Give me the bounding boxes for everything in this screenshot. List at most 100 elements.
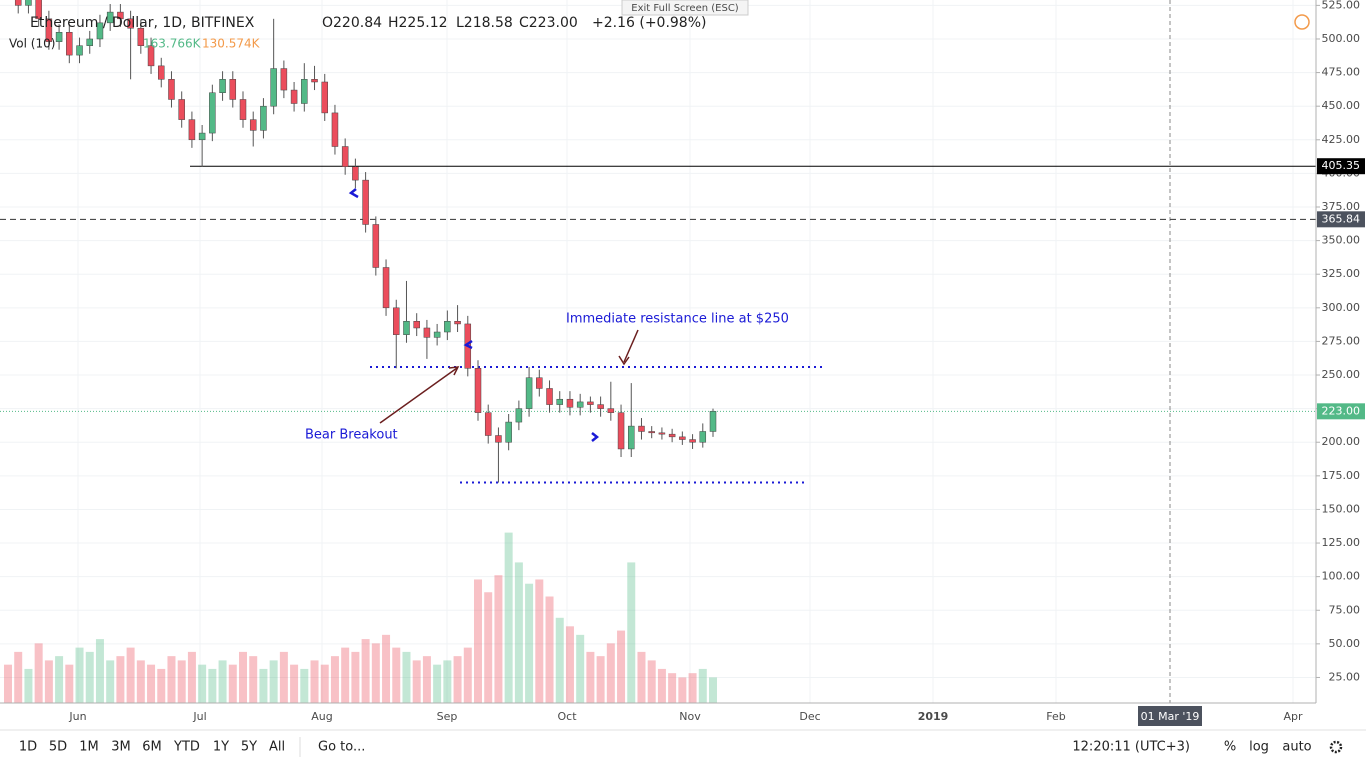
volume-bar [709, 677, 717, 703]
volume-bar [4, 664, 12, 703]
volume-bar [596, 656, 605, 703]
candle-body [106, 11, 114, 24]
log-toggle[interactable]: log [1249, 740, 1269, 755]
candle-body [147, 45, 155, 67]
volume-bar [545, 596, 554, 703]
volume-bar [147, 664, 156, 703]
candle-body [617, 412, 625, 450]
y-tick-label: 275.00 [1322, 334, 1361, 347]
y-tick-label: 175.00 [1322, 469, 1361, 482]
clock: 12:20:11 (UTC+3) [1072, 740, 1190, 755]
candle-body [301, 79, 308, 104]
x-tick-label: Sep [437, 710, 458, 723]
candle-body [311, 79, 318, 83]
marker-arrow [591, 432, 600, 442]
ohlc-low: L218.58 [456, 15, 513, 31]
candle-body [239, 99, 247, 120]
range-button[interactable]: 1Y [213, 740, 229, 755]
candle-body [668, 433, 676, 438]
candle-body [25, 0, 32, 6]
y-tick-label: 150.00 [1322, 502, 1361, 515]
range-button[interactable]: 5D [49, 740, 67, 755]
x-tick-label: Aug [311, 710, 332, 723]
candle-body [55, 32, 63, 42]
candle-body [474, 368, 482, 413]
auto-toggle[interactable]: auto [1282, 740, 1311, 755]
candle-body [117, 11, 124, 20]
ohlc-open: O220.84 [322, 15, 382, 31]
volume-bar [627, 562, 636, 703]
exit-fullscreen[interactable]: Exit Full Screen (ESC) [631, 3, 739, 14]
candle-body [280, 68, 288, 91]
volume-bar [657, 668, 666, 703]
marker-arrow [463, 339, 473, 350]
x-tick-label: Apr [1283, 710, 1303, 723]
volume-bar [136, 660, 145, 703]
range-button[interactable]: 1M [79, 740, 99, 755]
range-button[interactable]: 6M [142, 740, 162, 755]
volume-bar [412, 660, 421, 703]
range-button[interactable]: All [269, 740, 285, 755]
volume-bar [330, 656, 339, 703]
volume-ma: 130.574K [202, 37, 261, 51]
candle-body [127, 18, 134, 29]
volume-bar [157, 668, 166, 703]
volume-value: 163.766K [143, 37, 202, 51]
alert-icon[interactable] [1294, 14, 1310, 30]
candle-body [137, 27, 145, 46]
volume-bar [44, 660, 53, 703]
percent-toggle[interactable]: % [1224, 740, 1236, 755]
candle-body [45, 18, 53, 42]
candle-body [495, 435, 502, 443]
candle-body [260, 105, 267, 131]
candle-body [658, 432, 666, 435]
candle-body [403, 321, 410, 335]
price-label-box [1317, 158, 1365, 175]
candle-body [433, 331, 441, 338]
volume-bar [177, 660, 186, 703]
y-tick-label: 75.00 [1329, 603, 1361, 616]
volume-bar [14, 651, 23, 703]
candle-body [86, 38, 93, 46]
candle-body [382, 267, 390, 309]
x-tick-label: 01 Mar '19 [1141, 710, 1200, 723]
volume-bar [392, 647, 401, 703]
volume-bar [576, 634, 585, 703]
settings-icon[interactable] [1329, 740, 1343, 754]
y-tick-label: 250.00 [1322, 368, 1361, 381]
range-button[interactable]: 5Y [241, 740, 257, 755]
candle-body [525, 377, 533, 409]
candle-body [331, 112, 339, 147]
volume-bar [484, 592, 493, 703]
candle-body [352, 166, 359, 181]
price-label: 223.00 [1322, 404, 1361, 417]
volume-bar [504, 532, 513, 703]
volume-bar [320, 664, 329, 703]
exit-fullscreen-button[interactable] [621, 0, 749, 16]
x-tick-label: Dec [799, 710, 820, 723]
price-label-box [1317, 211, 1365, 228]
candle-body [556, 398, 563, 405]
range-button[interactable]: 3M [111, 740, 131, 755]
y-tick-label: 350.00 [1322, 234, 1361, 247]
range-button[interactable]: YTD [173, 740, 200, 755]
candle-body [209, 92, 216, 134]
goto-button[interactable]: Go to... [318, 740, 365, 755]
volume-bar [198, 664, 207, 703]
candle-body [66, 32, 73, 56]
candle-body [638, 425, 645, 432]
candle-body [158, 65, 165, 80]
volume-bar [351, 651, 360, 703]
volume-bar [269, 660, 278, 703]
candle-body [35, 0, 42, 20]
volume-bar [24, 668, 33, 703]
candle-body [14, 0, 22, 6]
y-tick-label: 200.00 [1322, 435, 1361, 448]
range-button[interactable]: 1D [19, 740, 37, 755]
candle-body [290, 89, 298, 104]
y-tick-label: 100.00 [1322, 570, 1361, 583]
volume-bar [208, 668, 217, 703]
x-tick-label: Feb [1046, 710, 1065, 723]
volume-bar [535, 579, 544, 703]
